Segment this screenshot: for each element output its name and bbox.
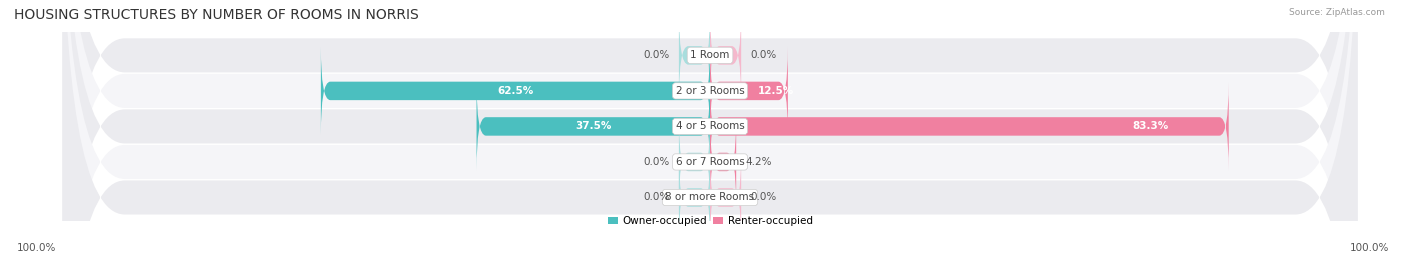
FancyBboxPatch shape: [62, 0, 1358, 269]
Text: 12.5%: 12.5%: [758, 86, 794, 96]
Text: 8 or more Rooms: 8 or more Rooms: [665, 193, 755, 203]
Text: 62.5%: 62.5%: [498, 86, 533, 96]
FancyBboxPatch shape: [679, 11, 710, 100]
FancyBboxPatch shape: [477, 82, 710, 171]
Text: 2 or 3 Rooms: 2 or 3 Rooms: [676, 86, 744, 96]
FancyBboxPatch shape: [62, 0, 1358, 269]
Text: 100.0%: 100.0%: [1350, 243, 1389, 253]
Text: 0.0%: 0.0%: [751, 193, 776, 203]
Text: 83.3%: 83.3%: [1133, 121, 1168, 132]
FancyBboxPatch shape: [321, 47, 710, 135]
FancyBboxPatch shape: [710, 82, 1229, 171]
FancyBboxPatch shape: [62, 0, 1358, 269]
Text: 0.0%: 0.0%: [751, 50, 776, 60]
Text: 4.2%: 4.2%: [745, 157, 772, 167]
Text: 0.0%: 0.0%: [644, 193, 669, 203]
FancyBboxPatch shape: [710, 153, 741, 242]
Text: 0.0%: 0.0%: [644, 157, 669, 167]
FancyBboxPatch shape: [679, 153, 710, 242]
FancyBboxPatch shape: [710, 11, 741, 100]
FancyBboxPatch shape: [710, 118, 737, 206]
FancyBboxPatch shape: [710, 47, 787, 135]
Text: HOUSING STRUCTURES BY NUMBER OF ROOMS IN NORRIS: HOUSING STRUCTURES BY NUMBER OF ROOMS IN…: [14, 8, 419, 22]
FancyBboxPatch shape: [62, 0, 1358, 269]
Text: 4 or 5 Rooms: 4 or 5 Rooms: [676, 121, 744, 132]
Text: 1 Room: 1 Room: [690, 50, 730, 60]
Text: 100.0%: 100.0%: [17, 243, 56, 253]
Text: 37.5%: 37.5%: [575, 121, 612, 132]
Legend: Owner-occupied, Renter-occupied: Owner-occupied, Renter-occupied: [603, 212, 817, 231]
Text: Source: ZipAtlas.com: Source: ZipAtlas.com: [1289, 8, 1385, 17]
Text: 6 or 7 Rooms: 6 or 7 Rooms: [676, 157, 744, 167]
Text: 0.0%: 0.0%: [644, 50, 669, 60]
FancyBboxPatch shape: [679, 118, 710, 206]
FancyBboxPatch shape: [62, 0, 1358, 269]
